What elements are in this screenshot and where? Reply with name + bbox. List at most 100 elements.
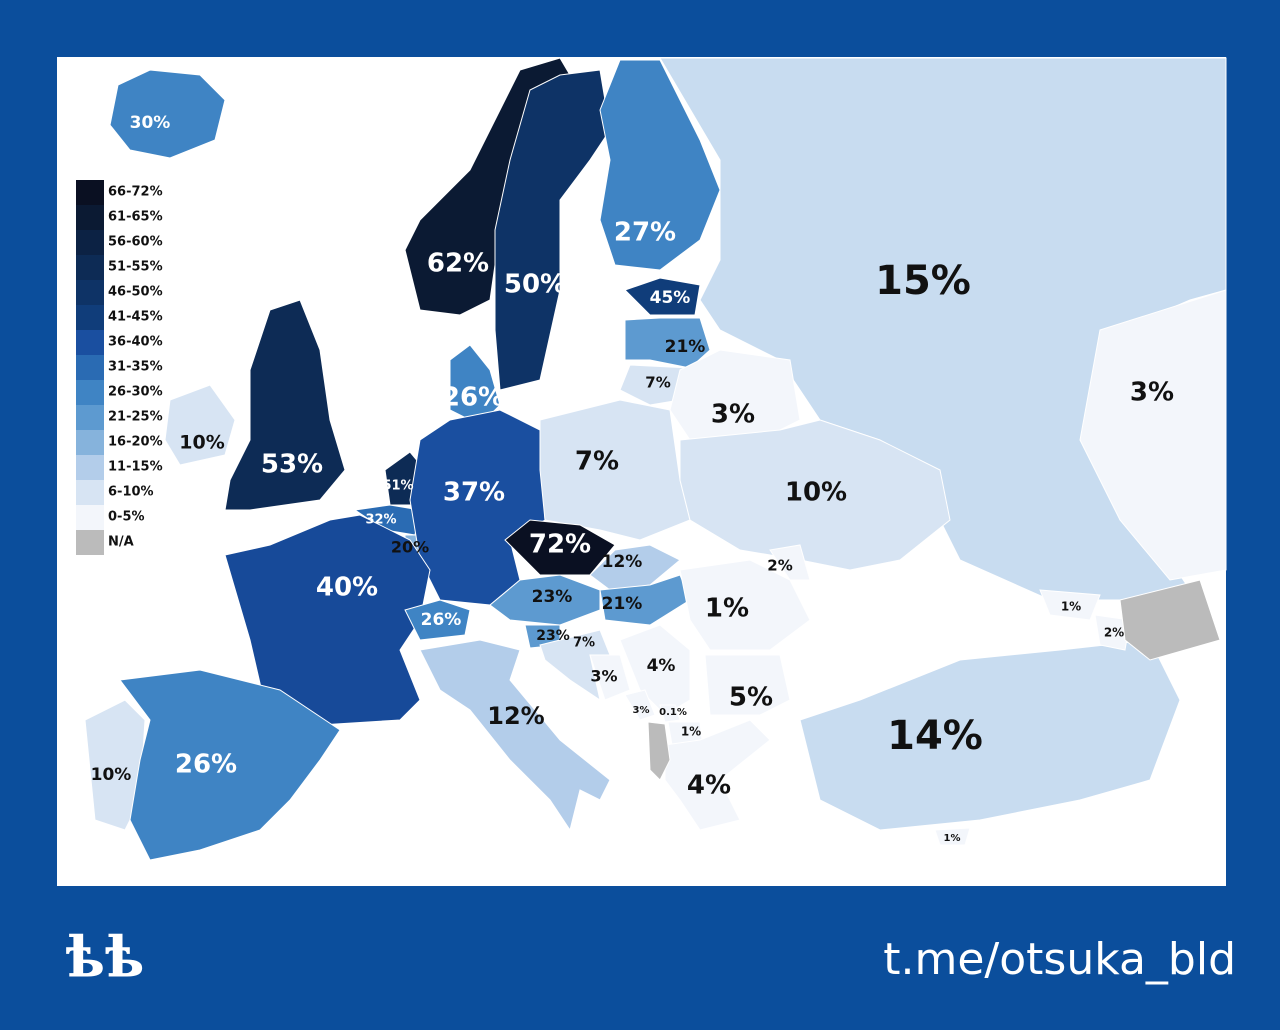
country <box>624 317 711 369</box>
legend-swatch <box>76 180 104 205</box>
country-label: 2% <box>767 557 792 575</box>
legend-label: 66-72% <box>108 185 163 200</box>
country-label: 51% <box>382 479 413 494</box>
country-label: 12% <box>602 552 643 572</box>
country-label: 14% <box>887 713 983 759</box>
country-label: 30% <box>130 113 171 133</box>
country-label: 3% <box>590 667 617 686</box>
country-label: 12% <box>487 702 544 730</box>
country <box>109 69 226 159</box>
country-label: 53% <box>261 450 323 480</box>
country-label: 62% <box>427 249 489 279</box>
country-label: 20% <box>391 538 429 557</box>
legend-label: 26-30% <box>108 385 163 400</box>
country-label: 50% <box>504 270 566 300</box>
country-label: 1% <box>705 594 749 624</box>
legend-swatch <box>76 305 104 330</box>
legend-label: 46-50% <box>108 285 163 300</box>
country-label: 40% <box>316 573 378 603</box>
country <box>504 519 616 576</box>
legend-swatch <box>76 355 104 380</box>
legend-label: 51-55% <box>108 260 163 275</box>
country-label: 2% <box>1104 626 1124 640</box>
country-label: 3% <box>1130 378 1174 408</box>
country-label: 21% <box>665 337 706 357</box>
country <box>494 69 611 391</box>
legend-label: 61-65% <box>108 210 163 225</box>
country <box>589 654 631 701</box>
legend-swatch <box>76 405 104 430</box>
country <box>679 559 811 651</box>
legend-swatch <box>76 255 104 280</box>
country-label: 32% <box>365 513 396 528</box>
country <box>1094 614 1131 651</box>
country-label: 10% <box>179 432 224 454</box>
country-label: 7% <box>645 374 670 392</box>
legend-swatch <box>76 505 104 530</box>
country-label: 7% <box>573 636 595 651</box>
regions <box>84 57 1227 861</box>
country-label: 3% <box>711 400 755 430</box>
country <box>704 654 791 716</box>
country <box>419 639 611 832</box>
legend-label: 11-15% <box>108 460 163 475</box>
legend-swatch <box>76 230 104 255</box>
country <box>659 704 681 723</box>
legend-swatch <box>76 205 104 230</box>
country-label: 10% <box>785 478 847 508</box>
country <box>539 629 611 702</box>
legend-label: 6-10% <box>108 485 154 500</box>
country-label: 1% <box>1061 600 1081 614</box>
country-label: 15% <box>875 258 971 304</box>
legend-label: 41-45% <box>108 310 163 325</box>
country <box>624 689 656 721</box>
country <box>1039 589 1101 621</box>
country <box>664 719 771 831</box>
country-label: 26% <box>442 383 504 413</box>
country-label: 26% <box>421 610 462 630</box>
legend-label: 16-20% <box>108 435 163 450</box>
country <box>539 399 691 541</box>
country <box>409 409 546 606</box>
country-label: 5% <box>729 683 773 713</box>
country-label: 26% <box>175 750 237 780</box>
country <box>164 384 236 466</box>
country <box>619 364 691 406</box>
country-label: 23% <box>532 587 573 607</box>
country <box>404 599 471 641</box>
legend-label: 0-5% <box>108 510 145 525</box>
na-area <box>1119 579 1221 661</box>
legend-swatch <box>76 455 104 480</box>
country <box>679 419 951 571</box>
country <box>119 669 341 861</box>
country-label: 72% <box>529 530 591 560</box>
legend-label: 56-60% <box>108 235 163 250</box>
country <box>224 299 346 511</box>
legend-swatch <box>76 480 104 505</box>
country <box>624 277 701 316</box>
country-label: 4% <box>647 656 676 676</box>
country <box>1079 289 1227 581</box>
country <box>799 639 1181 831</box>
country <box>449 344 501 426</box>
country-label: 45% <box>650 288 691 308</box>
country <box>769 544 811 581</box>
country-label: 7% <box>575 447 619 477</box>
country-label: 10% <box>91 765 132 785</box>
legend: 66-72% 61-65% 56-60% 51-55% 46-50% 41-45% 36-4… <box>76 180 163 555</box>
country-label: 0.1% <box>659 707 687 718</box>
legend-swatch <box>76 530 104 555</box>
legend-label: N/A <box>108 535 134 550</box>
link: t.me/otsuka_bld <box>883 934 1236 985</box>
country <box>934 827 971 846</box>
legend-label: 21-25% <box>108 410 163 425</box>
country <box>599 59 721 271</box>
country-label: 21% <box>602 594 643 614</box>
legend-label: 31-35% <box>108 360 163 375</box>
legend-swatch <box>76 380 104 405</box>
legend-swatch <box>76 430 104 455</box>
labels: 30% 62% 50% 27% 15% 3% 45% 21% 7% 3% 26% 10% 53% 51% 3… <box>91 113 1174 844</box>
country-label: 1% <box>944 833 961 844</box>
